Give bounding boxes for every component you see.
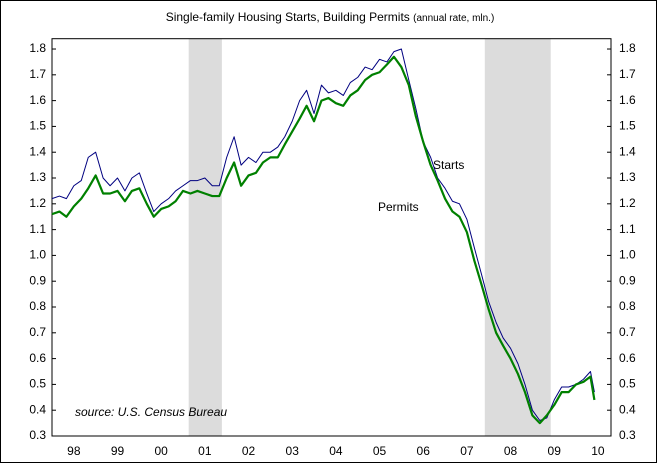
x-tick-label: 01	[198, 444, 212, 458]
y-tick-label: 1.6	[29, 93, 46, 107]
y2-tick-label: 1.6	[619, 93, 636, 107]
x-tick-label: 04	[329, 444, 343, 458]
y-tick-label: 0.7	[29, 325, 46, 339]
y2-tick-label: 0.5	[619, 377, 636, 391]
y2-tick-label: 1.0	[619, 248, 636, 262]
y-tick-label: 0.8	[29, 299, 46, 313]
y-tick-label: 0.3	[29, 428, 46, 442]
source-note: source: U.S. Census Bureau	[75, 405, 227, 419]
x-tick-label: 98	[67, 444, 81, 458]
y-tick-label: 1.3	[29, 170, 46, 184]
plot-area	[51, 38, 612, 437]
title-note: (annual rate, mln.)	[413, 13, 494, 24]
y2-tick-label: 0.8	[619, 299, 636, 313]
y-tick-label: 1.5	[29, 119, 46, 133]
x-tick-label: 99	[111, 444, 125, 458]
y2-tick-label: 1.8	[619, 41, 636, 55]
series-line	[51, 48, 595, 422]
x-tick-label: 02	[242, 444, 256, 458]
y-tick-label: 1.8	[29, 41, 46, 55]
title-main: Single-family Housing Starts, Building P…	[166, 10, 410, 24]
y2-tick-label: 1.7	[619, 67, 636, 81]
recession-band	[484, 38, 551, 436]
y-tick-label: 1.1	[29, 222, 46, 236]
y2-tick-label: 0.6	[619, 351, 636, 365]
x-tick-label: 00	[155, 444, 169, 458]
x-tick-label: 08	[504, 444, 518, 458]
y-tick-label: 0.5	[29, 377, 46, 391]
y2-tick-label: 1.1	[619, 222, 636, 236]
recession-band	[188, 38, 222, 436]
y2-tick-label: 1.5	[619, 119, 636, 133]
y-tick-label: 1.7	[29, 67, 46, 81]
x-tick-label: 06	[417, 444, 431, 458]
y2-tick-label: 1.3	[619, 170, 636, 184]
y-tick-label: 0.4	[29, 402, 46, 416]
starts-label: Starts	[433, 158, 464, 172]
chart-title: Single-family Housing Starts, Building P…	[166, 10, 495, 24]
x-tick-label: 07	[460, 444, 474, 458]
y2-tick-label: 1.4	[619, 144, 636, 158]
permits-label: Permits	[378, 200, 419, 214]
x-tick-label: 05	[373, 444, 387, 458]
y2-tick-label: 0.3	[619, 428, 636, 442]
background-layer	[188, 38, 551, 436]
y-tick-label: 0.6	[29, 351, 46, 365]
y-tick-label: 1.0	[29, 248, 46, 262]
y2-tick-label: 1.2	[619, 196, 636, 210]
y2-tick-label: 0.9	[619, 273, 636, 287]
x-tick-label: 09	[548, 444, 562, 458]
y2-tick-label: 0.7	[619, 325, 636, 339]
x-tick-label: 03	[286, 444, 300, 458]
y-tick-label: 0.9	[29, 273, 46, 287]
y-tick-label: 1.2	[29, 196, 46, 210]
series-line	[51, 55, 596, 425]
y2-tick-label: 0.4	[619, 402, 636, 416]
y-tick-label: 1.4	[29, 144, 46, 158]
x-tick-label: 10	[591, 444, 605, 458]
